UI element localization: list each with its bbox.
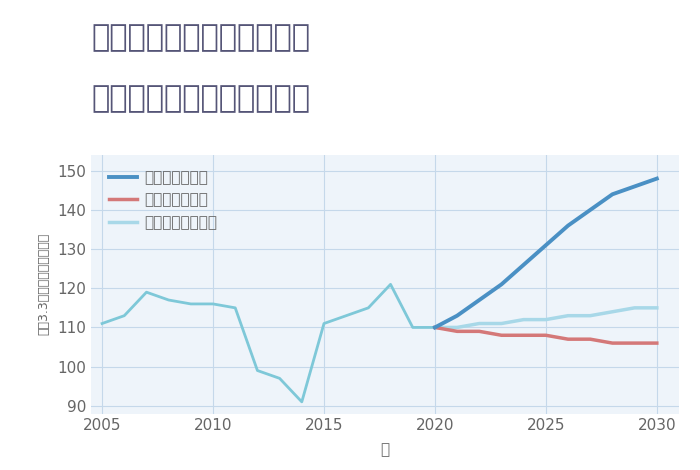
- Y-axis label: 坪（3.3㎡）　単価（万円）: 坪（3.3㎡） 単価（万円）: [37, 233, 50, 336]
- バッドシナリオ: [519, 332, 528, 338]
- バッドシナリオ: [542, 332, 550, 338]
- グッドシナリオ: [519, 262, 528, 267]
- バッドシナリオ: [652, 340, 661, 346]
- グッドシナリオ: [542, 243, 550, 248]
- ノーマルシナリオ: [430, 325, 439, 330]
- バッドシナリオ: [631, 340, 639, 346]
- ノーマルシナリオ: [519, 317, 528, 322]
- グッドシナリオ: [475, 297, 484, 303]
- グッドシナリオ: [453, 313, 461, 319]
- バッドシナリオ: [564, 337, 573, 342]
- グッドシナリオ: [430, 325, 439, 330]
- Line: ノーマルシナリオ: ノーマルシナリオ: [435, 308, 657, 328]
- バッドシナリオ: [586, 337, 594, 342]
- ノーマルシナリオ: [652, 305, 661, 311]
- Line: バッドシナリオ: バッドシナリオ: [435, 328, 657, 343]
- グッドシナリオ: [564, 223, 573, 228]
- バッドシナリオ: [497, 332, 505, 338]
- バッドシナリオ: [430, 325, 439, 330]
- ノーマルシナリオ: [564, 313, 573, 319]
- バッドシナリオ: [453, 329, 461, 334]
- バッドシナリオ: [608, 340, 617, 346]
- グッドシナリオ: [586, 207, 594, 213]
- ノーマルシナリオ: [497, 321, 505, 326]
- グッドシナリオ: [652, 176, 661, 181]
- グッドシナリオ: [497, 282, 505, 287]
- Line: グッドシナリオ: グッドシナリオ: [435, 179, 657, 328]
- ノーマルシナリオ: [453, 325, 461, 330]
- Text: 愛知県半田市亀崎北浦町の: 愛知県半田市亀崎北浦町の: [91, 24, 310, 53]
- グッドシナリオ: [631, 184, 639, 189]
- バッドシナリオ: [475, 329, 484, 334]
- ノーマルシナリオ: [475, 321, 484, 326]
- Legend: グッドシナリオ, バッドシナリオ, ノーマルシナリオ: グッドシナリオ, バッドシナリオ, ノーマルシナリオ: [104, 165, 222, 235]
- Text: 中古マンションの価格推移: 中古マンションの価格推移: [91, 85, 310, 114]
- X-axis label: 年: 年: [380, 442, 390, 457]
- グッドシナリオ: [608, 191, 617, 197]
- ノーマルシナリオ: [542, 317, 550, 322]
- ノーマルシナリオ: [608, 309, 617, 314]
- ノーマルシナリオ: [586, 313, 594, 319]
- ノーマルシナリオ: [631, 305, 639, 311]
